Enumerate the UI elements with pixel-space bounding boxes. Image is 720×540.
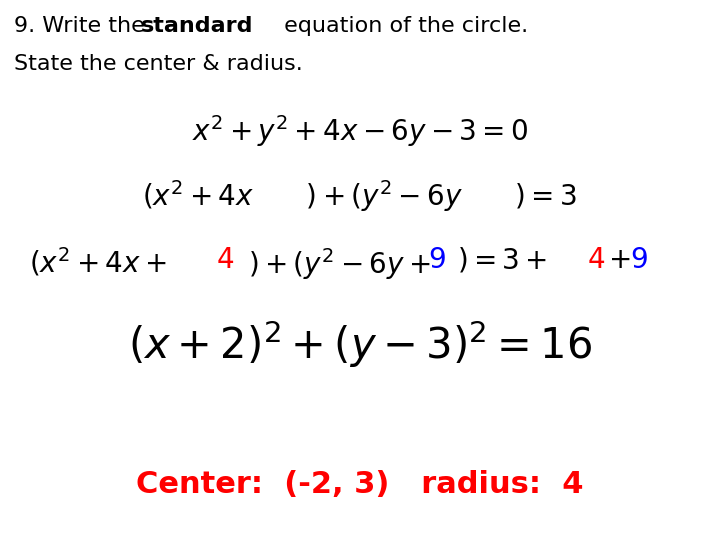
- Text: $(x^2 + 4x +$: $(x^2 + 4x +$: [29, 246, 166, 279]
- Text: $x^2 + y^2 + 4x - 6y - 3 = 0$: $x^2 + y^2 + 4x - 6y - 3 = 0$: [192, 113, 528, 149]
- Text: Center:  (-2, 3)   radius:  4: Center: (-2, 3) radius: 4: [136, 470, 584, 499]
- Text: $)+(y^2-6y+$: $)+(y^2-6y+$: [248, 246, 431, 281]
- Text: $9$: $9$: [428, 246, 446, 274]
- Text: $)=3+$: $)=3+$: [457, 246, 547, 275]
- Text: $4$: $4$: [216, 246, 234, 274]
- Text: $+$: $+$: [608, 246, 631, 274]
- Text: $4$: $4$: [587, 246, 605, 274]
- Text: equation of the circle.: equation of the circle.: [277, 16, 528, 36]
- Text: State the center & radius.: State the center & radius.: [14, 54, 303, 74]
- Text: $9$: $9$: [630, 246, 648, 274]
- Text: standard: standard: [140, 16, 253, 36]
- Text: 9. Write the: 9. Write the: [14, 16, 152, 36]
- Text: $(x^2 + 4x\qquad)+(y^2 - 6y\qquad)= 3$: $(x^2 + 4x\qquad)+(y^2 - 6y\qquad)= 3$: [143, 178, 577, 214]
- Text: $(x+2)^2+(y-3)^2=16$: $(x+2)^2+(y-3)^2=16$: [128, 319, 592, 370]
